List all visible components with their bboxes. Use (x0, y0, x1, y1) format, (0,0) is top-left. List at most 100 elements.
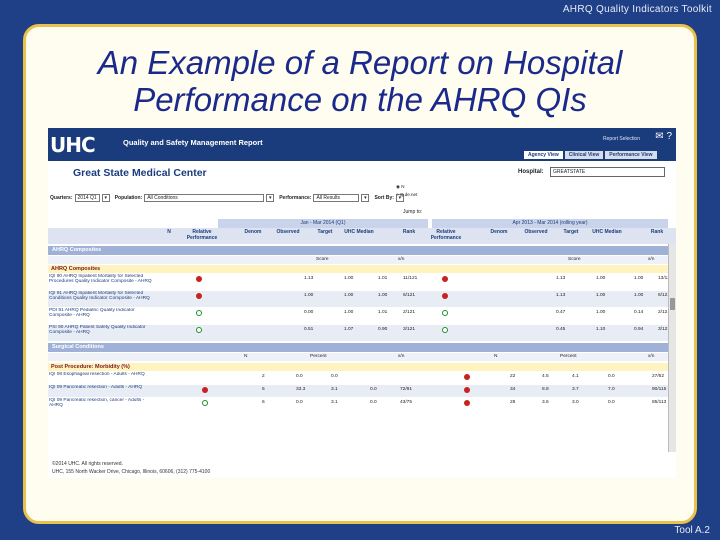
chevron-down-icon[interactable]: ▾ (101, 194, 110, 202)
table-row[interactable]: PSI 90 AHRQ Patient Safety Quality Indic… (48, 325, 670, 341)
table-row[interactable]: IQI 90 AHRQ Inpatient Mortality for Sele… (48, 274, 673, 290)
tab-clinical-view[interactable]: Clinical View (564, 151, 604, 159)
value-cell: 1.00 (344, 276, 354, 281)
tab-performance-view[interactable]: Performance View (605, 151, 657, 159)
value-cell: 72/91 (400, 387, 413, 392)
sort-radio-n[interactable]: ◉ N (396, 184, 405, 189)
value-cell: 6/121 (403, 293, 416, 298)
performance-ok-icon (202, 400, 208, 406)
copyright-line-1: ©2014 UHC. All rights reserved. (52, 461, 123, 467)
value-cell: 6/121 (658, 293, 671, 298)
value-cell: 0.14 (634, 310, 644, 315)
uhc-logo: UHC (50, 133, 96, 157)
col-median-right[interactable]: UHC Median (592, 229, 622, 235)
indicator-name[interactable]: IQI 90 AHRQ Inpatient Mortality for Sele… (49, 274, 152, 284)
vertical-scrollbar[interactable] (668, 244, 676, 452)
chevron-down-icon[interactable]: ▾ (361, 194, 370, 202)
score-header-right: Score (568, 257, 581, 262)
value-cell: 85/113 (652, 400, 667, 405)
value-cell: 1.07 (344, 327, 354, 332)
value-cell: 3.0 (572, 400, 579, 405)
section-surgical-conditions[interactable]: Surgical Conditions (48, 343, 668, 352)
performance-alert-icon (442, 293, 448, 299)
col-relperf-right[interactable]: Relative Performance (430, 229, 462, 241)
hospital-label: Hospital: (518, 169, 544, 175)
table-row[interactable]: IQI 91 AHRQ Inpatient Mortality for Sele… (48, 291, 671, 307)
table-row[interactable]: PDI 91 AHRQ Pediatric Quality Indicator … (48, 308, 670, 324)
xn-header-left-2: x/n (398, 354, 405, 359)
col-observed-right[interactable]: Observed (524, 229, 548, 235)
value-cell: 0.0 (370, 400, 377, 405)
section-ahrq-composites[interactable]: AHRQ Composites (48, 246, 668, 255)
performance-ok-icon (442, 327, 448, 333)
value-cell: 22 (510, 374, 516, 379)
indicator-name[interactable]: IQI 91 AHRQ Inpatient Mortality for Sele… (49, 291, 150, 301)
value-cell: 3.6 (542, 400, 549, 405)
value-cell: 8.8 (542, 387, 549, 392)
percent-header-right: Percent (560, 354, 577, 359)
value-cell: 4.5 (542, 374, 549, 379)
jump-to-label[interactable]: Jump to: (403, 209, 423, 215)
view-tabs: Agency View Clinical View Performance Vi… (524, 151, 657, 159)
value-cell: 34 (510, 387, 516, 392)
value-cell: 1.00 (634, 293, 644, 298)
col-median-left[interactable]: UHC Median (344, 229, 374, 235)
col-rank-left[interactable]: Rank (402, 229, 416, 235)
hospital-select[interactable]: GREATSTATE (550, 167, 665, 177)
xn-header-left: x/n (398, 257, 405, 262)
sortby-filter: Sort By: ▾ (374, 194, 404, 202)
table-row[interactable]: IQI 09 Pancreatic resection, cancer - Ad… (48, 398, 668, 410)
col-target-left[interactable]: Target (317, 229, 333, 235)
performance-alert-icon (442, 276, 448, 282)
sort-radio-denom[interactable]: ○ Q.de.net (396, 192, 418, 197)
score-header-row: Score x/n Score x/n (48, 256, 668, 264)
copyright-line-2: UHC, 155 North Wacker Drive, Chicago, Il… (52, 469, 211, 475)
value-cell: 0.51 (304, 327, 314, 332)
col-denom-left[interactable]: Denom (244, 229, 262, 235)
value-cell: 0.0 (608, 374, 615, 379)
performance-alert-icon (464, 374, 470, 380)
value-cell: 11/121 (403, 276, 418, 281)
slide-title: An Example of a Report on Hospital Perfo… (26, 44, 694, 118)
toolkit-label: AHRQ Quality Indicators Toolkit (562, 4, 712, 15)
period-current: Jan - Mar 2014 (Q1) (218, 219, 428, 228)
value-cell: 1.13 (556, 293, 566, 298)
performance-ok-icon (196, 310, 202, 316)
performance-select[interactable]: All Results (313, 194, 360, 202)
value-cell: 7.0 (608, 387, 615, 392)
scrollbar-thumb[interactable] (670, 298, 675, 310)
table-row[interactable]: IQI 08 Esophageal resection - Adults - A… (48, 372, 668, 384)
print-help-icons[interactable]: ✉ ? (655, 131, 672, 142)
col-target-right[interactable]: Target (563, 229, 579, 235)
performance-alert-icon (196, 293, 202, 299)
performance-label: Performance: (279, 195, 312, 201)
sortby-label: Sort By: (374, 195, 394, 201)
value-cell: 0.90 (378, 327, 388, 332)
chevron-down-icon[interactable]: ▾ (395, 194, 404, 202)
indicator-name[interactable]: PDI 91 AHRQ Pediatric Quality Indicator … (49, 308, 135, 318)
indicator-name[interactable]: PSI 90 AHRQ Patient Safety Quality Indic… (49, 325, 146, 335)
col-denom-right[interactable]: Denom (490, 229, 508, 235)
score-header-left: Score (316, 257, 329, 262)
indicator-name[interactable]: IQI 08 Esophageal resection - Adults - A… (49, 372, 145, 377)
quarters-select[interactable]: 2014 Q1 (74, 194, 100, 202)
table-row[interactable]: IQI 09 Pancreatic resection - Adults - A… (48, 385, 668, 397)
tab-agency-view[interactable]: Agency View (524, 151, 563, 159)
value-cell: 0.45 (556, 327, 566, 332)
title-line-2: Performance on the AHRQ QIs (133, 81, 587, 118)
sort-radios: ◉ N ○ Q.de.net (396, 183, 417, 199)
col-n[interactable]: N (167, 229, 171, 235)
report-selection-link[interactable]: Report Selection (603, 136, 640, 142)
value-cell: 0.0 (296, 400, 303, 405)
col-relperf-left[interactable]: Relative Performance (186, 229, 218, 241)
performance-alert-icon (196, 276, 202, 282)
chevron-down-icon[interactable]: ▾ (266, 194, 275, 202)
value-cell: 1.00 (596, 293, 606, 298)
performance-filter: Performance: All Results ▾ (279, 194, 370, 202)
col-rank-right[interactable]: Rank (650, 229, 664, 235)
indicator-name[interactable]: IQI 09 Pancreatic resection - Adults - A… (49, 385, 143, 390)
value-cell: 6 (262, 400, 265, 405)
population-select[interactable]: All Conditions (144, 194, 265, 202)
indicator-name[interactable]: IQI 09 Pancreatic resection, cancer - Ad… (49, 398, 145, 408)
col-observed-left[interactable]: Observed (276, 229, 300, 235)
